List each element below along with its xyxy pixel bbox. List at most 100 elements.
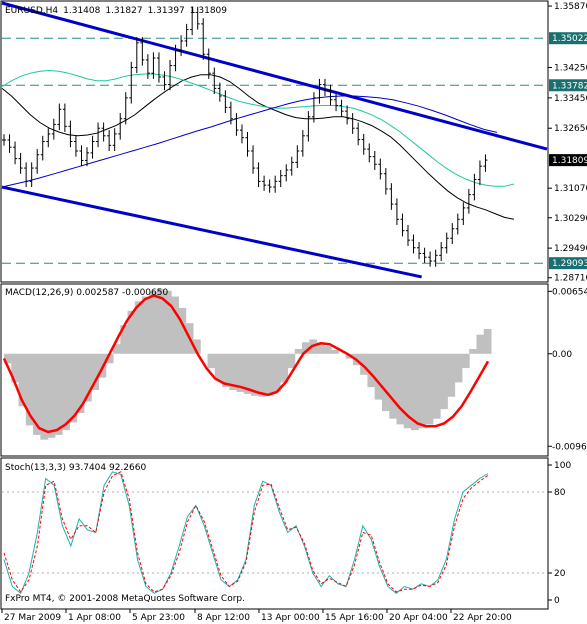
moving-average-line <box>1 74 515 220</box>
macd-histogram-bar <box>18 353 27 407</box>
macd-histogram-bar <box>91 353 99 391</box>
macd-histogram-bar <box>236 353 245 392</box>
macd-histogram-bar <box>76 353 85 413</box>
macd-histogram-bar <box>483 328 492 354</box>
macd-histogram-bar <box>381 353 390 412</box>
channel-lower-line <box>1 185 422 279</box>
price-axis-label: 1.29490 <box>554 244 587 254</box>
macd-histogram-bar <box>142 296 150 354</box>
macd-histogram-bar <box>222 353 230 388</box>
stoch-panel-frame <box>0 457 549 610</box>
price-axis-label: 1.34250 <box>554 64 587 74</box>
stoch-axis-label: 0 <box>554 596 560 606</box>
macd-histogram-bar <box>171 296 179 354</box>
macd-histogram-bar <box>316 342 325 354</box>
macd-histogram-bar <box>207 353 216 369</box>
price-axis-label: 1.33450 <box>554 94 587 104</box>
macd-histogram-bar <box>272 353 281 392</box>
macd-histogram-bar <box>192 339 201 354</box>
macd-header: MACD(12,26,9) 0.002587 -0.000650 <box>5 288 168 298</box>
macd-histogram-bar <box>25 353 34 426</box>
macd-histogram-bar <box>280 353 288 383</box>
time-axis: 27 Mar 2009 1 Apr 08:00 5 Apr 23:00 8 Apr 1… <box>1 609 512 623</box>
macd-histogram-bar <box>294 349 303 354</box>
macd-histogram-bar <box>11 353 20 383</box>
macd-histogram-bar <box>69 353 78 423</box>
price-axis-label: 1.28710 <box>554 274 587 284</box>
macd-histogram-bar <box>33 353 41 435</box>
level-label-box <box>549 32 587 45</box>
price-panel-frame <box>0 0 549 283</box>
macd-histogram-bar <box>229 353 238 391</box>
stoch-axis-label: 80 <box>554 488 566 498</box>
macd-histogram-bar <box>476 334 485 354</box>
channel-upper-line <box>1 1 548 151</box>
price-axis-label: 1.35870 <box>554 2 587 12</box>
macd-histogram-bar <box>134 301 143 354</box>
stochastic-chart[interactable]: 100 80 20 0 <box>2 461 571 606</box>
stoch-axis-label: 100 <box>554 461 571 471</box>
time-axis-label: 15 Apr 16:00 <box>325 613 384 623</box>
level-label-box <box>549 257 587 270</box>
moving-average-line <box>1 95 498 188</box>
stoch-signal-line <box>3 471 489 593</box>
macd-histogram-bar <box>360 353 368 375</box>
price-axis-label: 1.31070 <box>554 184 587 194</box>
stoch-axis-label: 20 <box>554 569 566 579</box>
level-label: 1.35022 <box>552 34 587 44</box>
level-label: 1.29093 <box>552 259 587 269</box>
symbol-header: EURUSD,H4 1.31408 1.31827 1.31397 1.31809 <box>5 6 227 16</box>
macd-histogram-bar <box>418 353 427 429</box>
macd-histogram-bar <box>265 353 274 396</box>
time-axis-label: 20 Apr 04:00 <box>389 613 448 623</box>
macd-histogram-bar <box>440 353 448 410</box>
macd-histogram-bar <box>83 353 92 402</box>
macd-histogram-bar <box>454 353 463 383</box>
macd-histogram-bar <box>243 353 252 394</box>
macd-histogram-bar <box>163 290 172 354</box>
macd-histogram-bar <box>389 353 398 419</box>
macd-histogram-bar <box>469 349 477 354</box>
macd-axis-label: 0.00 <box>552 350 572 360</box>
macd-histogram-bar <box>331 349 339 354</box>
macd-histogram-bar <box>113 344 121 354</box>
level-label-box <box>549 154 587 167</box>
macd-histogram-bar <box>302 342 310 354</box>
macd-panel-frame <box>0 283 549 457</box>
macd-chart[interactable]: 0.00654 0.00 -0.00969 <box>2 287 587 452</box>
level-label-box <box>549 79 587 92</box>
price-axis-label: 1.30290 <box>554 214 587 224</box>
time-axis-label: 13 Apr 00:00 <box>261 613 320 623</box>
macd-histogram-bar <box>425 353 434 425</box>
macd-histogram-bar <box>156 288 165 354</box>
macd-histogram-bar <box>447 353 456 397</box>
macd-histogram-bar <box>287 353 296 369</box>
moving-average-line <box>1 69 515 187</box>
level-label: 1.33782 <box>552 81 587 91</box>
macd-axis-label: -0.00969 <box>552 442 587 452</box>
macd-histogram-bar <box>62 353 70 431</box>
macd-histogram-bar <box>178 307 187 354</box>
macd-histogram-bar <box>432 353 441 419</box>
macd-histogram-bar <box>47 353 56 438</box>
macd-histogram-bar <box>251 353 259 396</box>
macd-histogram-bar <box>120 325 129 354</box>
macd-histogram-bar <box>127 310 136 354</box>
time-axis-label: 27 Mar 2009 <box>4 613 61 623</box>
macd-histogram-bar <box>403 353 412 429</box>
macd-histogram-bar <box>214 353 223 381</box>
macd-histogram-bar <box>105 353 114 364</box>
stoch-header: Stoch(13,3,3) 93.7404 92.2660 <box>5 463 146 473</box>
time-axis-label: 22 Apr 20:00 <box>453 613 512 623</box>
copyright-text: FxPro MT4, © 2001-2008 MetaQuotes Softwa… <box>5 594 245 604</box>
price-chart[interactable]: 1.35870 1.34250 1.33450 1.32650 1.31070 1.302… <box>1 1 587 284</box>
macd-histogram-bar <box>411 353 419 431</box>
macd-signal-line <box>2 294 490 434</box>
macd-histogram-bar <box>54 353 63 435</box>
time-axis-label: 8 Apr 12:00 <box>197 613 250 623</box>
macd-axis-label: 0.00654 <box>552 287 587 297</box>
macd-histogram-bar <box>396 353 405 425</box>
macd-histogram-bar <box>461 353 470 369</box>
time-axis-label: 1 Apr 08:00 <box>68 613 121 623</box>
